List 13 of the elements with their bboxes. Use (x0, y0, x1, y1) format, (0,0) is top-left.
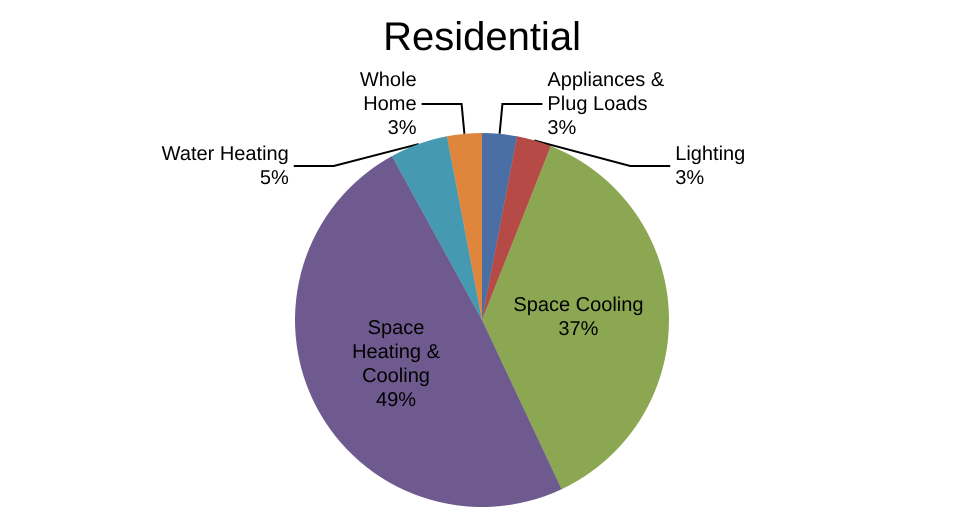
slice-label: Water Heating (162, 142, 289, 165)
data-label: 49% (376, 388, 416, 411)
slice-label: Space Heating & Cooling (352, 316, 441, 387)
data-label: 3% (388, 116, 417, 139)
slice-label: Lighting (675, 142, 746, 165)
data-label: 3% (675, 166, 704, 189)
data-label: 5% (260, 166, 289, 189)
slice-label: Appliances & Plug Loads (547, 68, 665, 115)
slice-label: Whole Home (360, 68, 417, 115)
data-label: 3% (547, 116, 577, 139)
slice-label: Space Cooling (513, 294, 644, 316)
chart-title: Residential (383, 15, 581, 59)
data-label: 37% (558, 318, 599, 340)
